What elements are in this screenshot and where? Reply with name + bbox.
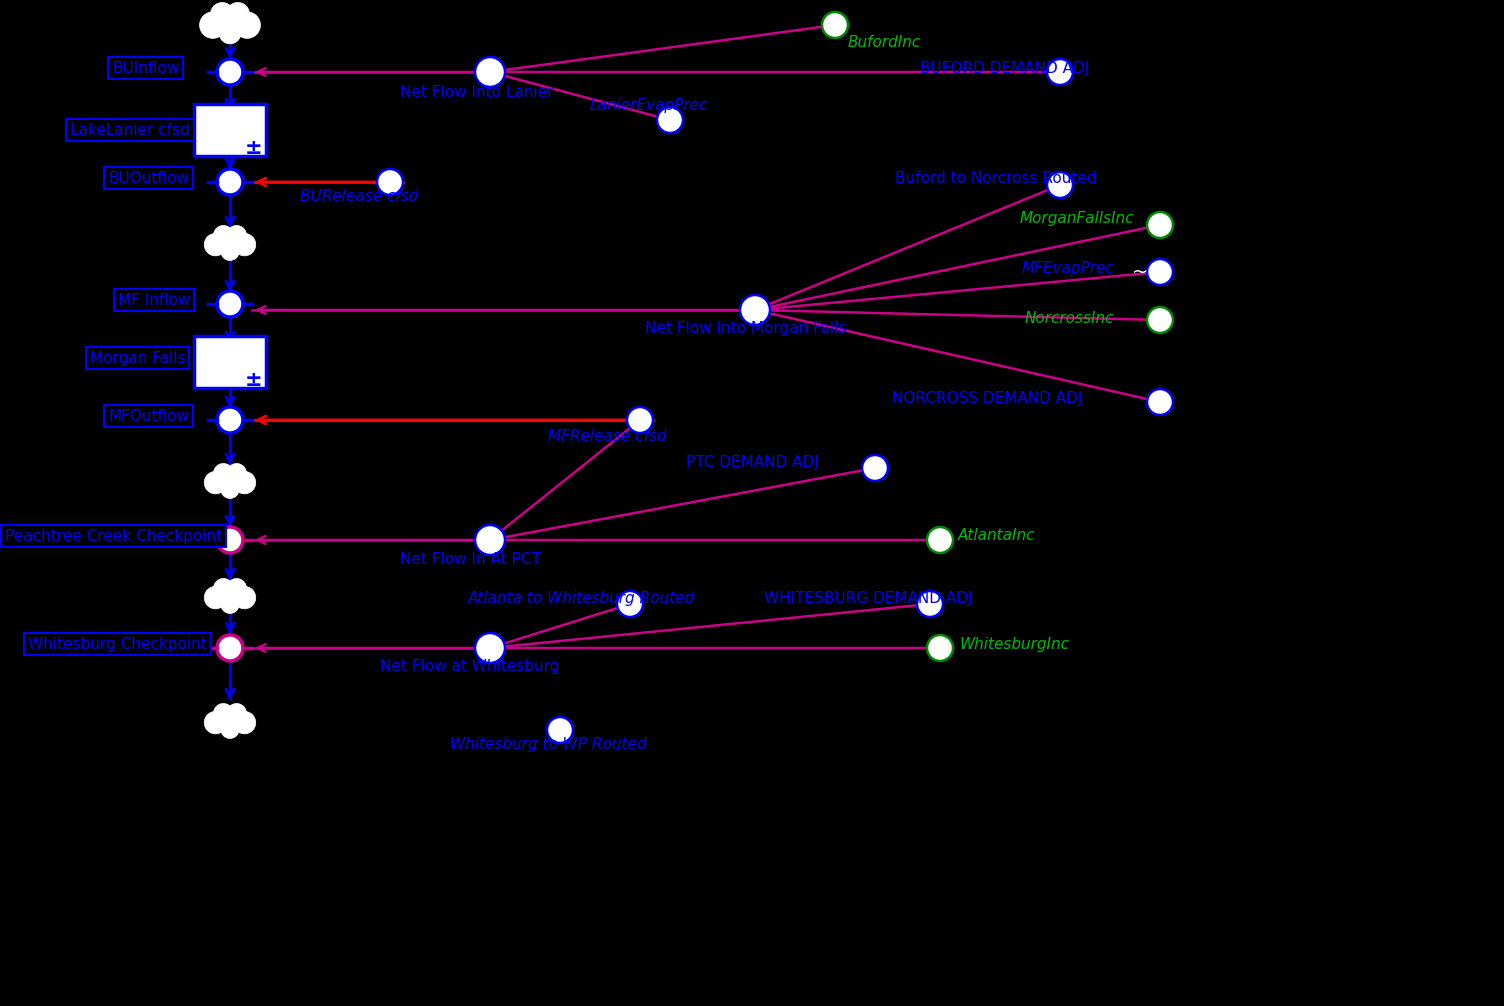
- Text: ~: ~: [1133, 263, 1148, 282]
- Circle shape: [226, 2, 250, 26]
- Circle shape: [233, 711, 256, 733]
- Circle shape: [475, 633, 505, 663]
- Text: Whitesburg Checkpoint: Whitesburg Checkpoint: [29, 637, 206, 652]
- Circle shape: [215, 6, 245, 37]
- Circle shape: [917, 591, 943, 617]
- Circle shape: [205, 711, 227, 733]
- Text: BufordInc: BufordInc: [848, 34, 922, 49]
- Text: MFOutflow: MFOutflow: [108, 408, 190, 424]
- Text: NORCROSS DEMAND ADJ: NORCROSS DEMAND ADJ: [892, 390, 1083, 405]
- Text: MorganFallsInc: MorganFallsInc: [1020, 210, 1134, 225]
- Circle shape: [862, 455, 887, 481]
- Circle shape: [227, 703, 247, 723]
- Circle shape: [378, 169, 403, 195]
- Circle shape: [214, 225, 233, 245]
- Text: Morgan Falls: Morgan Falls: [90, 350, 185, 365]
- Circle shape: [221, 720, 239, 738]
- Circle shape: [221, 480, 239, 499]
- Text: Net Flow Into Morgan Falls: Net Flow Into Morgan Falls: [645, 321, 847, 335]
- Text: Net Flow In At PCT: Net Flow In At PCT: [400, 552, 541, 567]
- Text: NorcrossInc: NorcrossInc: [1026, 311, 1114, 326]
- Text: Atlanta to Whitesburg Routed: Atlanta to Whitesburg Routed: [468, 591, 695, 606]
- Circle shape: [627, 407, 653, 433]
- Circle shape: [657, 107, 683, 133]
- Circle shape: [235, 12, 260, 38]
- Circle shape: [214, 578, 233, 599]
- Circle shape: [1148, 307, 1173, 333]
- Circle shape: [475, 525, 505, 555]
- Text: Buford to Norcross Routed: Buford to Norcross Routed: [895, 170, 1096, 185]
- Circle shape: [547, 717, 573, 743]
- Circle shape: [233, 472, 256, 494]
- Circle shape: [220, 22, 241, 44]
- Circle shape: [823, 12, 848, 38]
- Circle shape: [227, 464, 247, 483]
- Circle shape: [214, 464, 233, 483]
- Text: BUFORD DEMAND ADJ: BUFORD DEMAND ADJ: [920, 60, 1089, 75]
- Text: Net Flow at Whitesburg: Net Flow at Whitesburg: [381, 659, 559, 673]
- Text: BUInflow: BUInflow: [111, 60, 179, 75]
- Circle shape: [205, 586, 227, 609]
- Text: MFEvapPrec: MFEvapPrec: [1023, 261, 1114, 276]
- Text: WHITESBURG DEMAND ADJ: WHITESBURG DEMAND ADJ: [764, 591, 973, 606]
- Circle shape: [214, 703, 233, 723]
- Circle shape: [221, 595, 239, 614]
- Circle shape: [475, 57, 505, 87]
- Circle shape: [217, 228, 244, 256]
- Text: Peachtree Creek Checkpoint: Peachtree Creek Checkpoint: [5, 528, 223, 543]
- Text: LanierEvapPrec: LanierEvapPrec: [590, 98, 708, 113]
- Circle shape: [926, 527, 954, 553]
- Circle shape: [217, 527, 244, 553]
- Circle shape: [1148, 259, 1173, 285]
- Circle shape: [740, 295, 770, 325]
- Circle shape: [205, 472, 227, 494]
- Circle shape: [217, 635, 244, 661]
- Circle shape: [1047, 172, 1072, 198]
- Circle shape: [211, 2, 235, 26]
- Text: LakeLanier cfsd: LakeLanier cfsd: [71, 123, 190, 138]
- Circle shape: [227, 225, 247, 245]
- Circle shape: [217, 407, 244, 433]
- FancyBboxPatch shape: [194, 336, 266, 388]
- Text: Net Flow Into Lanier: Net Flow Into Lanier: [400, 85, 553, 100]
- Circle shape: [217, 467, 244, 493]
- Text: MFRelease cfsd: MFRelease cfsd: [547, 429, 666, 444]
- Circle shape: [1148, 212, 1173, 238]
- Circle shape: [926, 635, 954, 661]
- FancyBboxPatch shape: [194, 104, 266, 156]
- Circle shape: [217, 707, 244, 733]
- Circle shape: [217, 169, 244, 195]
- Circle shape: [205, 233, 227, 256]
- Text: WhitesburgInc: WhitesburgInc: [960, 637, 1069, 652]
- Text: PTC DEMAND ADJ: PTC DEMAND ADJ: [686, 455, 818, 470]
- Circle shape: [227, 578, 247, 599]
- Text: ±: ±: [245, 138, 263, 158]
- Circle shape: [1047, 59, 1072, 85]
- Text: BUOutflow: BUOutflow: [108, 170, 190, 185]
- Circle shape: [617, 591, 644, 617]
- Text: BURelease cfsd: BURelease cfsd: [299, 188, 418, 203]
- Text: Whitesburg to WP Routed: Whitesburg to WP Routed: [450, 736, 647, 751]
- Circle shape: [1148, 389, 1173, 415]
- Circle shape: [221, 242, 239, 261]
- Circle shape: [217, 581, 244, 609]
- Circle shape: [200, 12, 226, 38]
- Circle shape: [217, 291, 244, 317]
- Text: MF Inflow: MF Inflow: [117, 293, 191, 308]
- Circle shape: [233, 586, 256, 609]
- Circle shape: [233, 233, 256, 256]
- Text: AtlantaInc: AtlantaInc: [958, 528, 1035, 543]
- Circle shape: [217, 59, 244, 85]
- Text: ±: ±: [245, 370, 263, 390]
